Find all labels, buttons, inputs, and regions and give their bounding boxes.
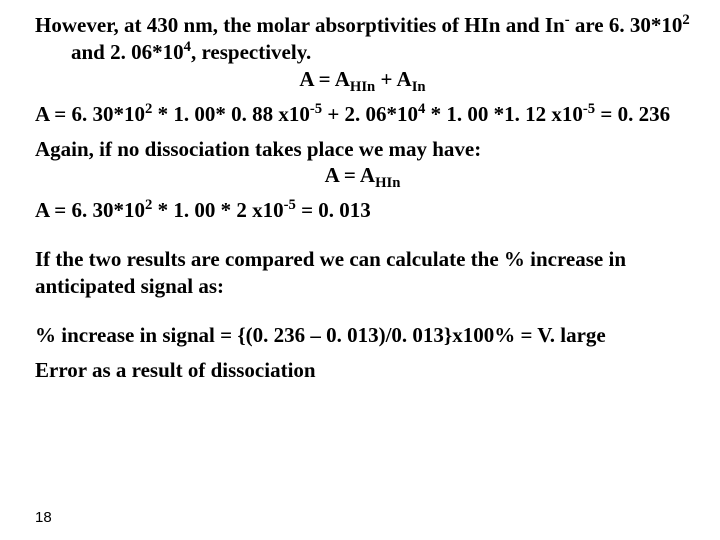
paragraph-4: A = 6. 30*102 * 1. 00 * 2 x10-5 = 0. 013	[35, 197, 690, 224]
p7-text: Error as a result of dissociation	[35, 358, 316, 382]
p6-text: % increase in signal = {(0. 236 – 0. 013…	[35, 323, 606, 347]
p2-text-e: = 0. 236	[595, 102, 670, 126]
paragraph-7: Error as a result of dissociation	[35, 357, 690, 384]
equation-2: A = AHIn	[35, 162, 690, 189]
p1-text-d: , respectively.	[191, 40, 311, 64]
eq1-sub-in: In	[412, 79, 426, 95]
p4-text-b: * 1. 00 * 2 x10	[152, 198, 283, 222]
p5-text: If the two results are compared we can c…	[35, 247, 626, 298]
equation-1: A = AHIn + AIn	[71, 66, 690, 93]
p2-exp-m5a: -5	[310, 101, 322, 117]
p2-text-a: A = 6. 30*10	[35, 102, 145, 126]
p4-exp-m5: -5	[284, 197, 296, 213]
p1-text-b: are 6. 30*10	[575, 13, 683, 37]
eq1-mid: + A	[375, 67, 411, 91]
spacer-1	[35, 232, 690, 246]
slide-content: However, at 430 nm, the molar absorptivi…	[0, 0, 720, 384]
eq2-pre: A = A	[325, 163, 375, 187]
paragraph-6: % increase in signal = {(0. 236 – 0. 013…	[35, 322, 690, 349]
p1-exp-4: 4	[184, 39, 191, 55]
p3-text: Again, if no dissociation takes place we…	[35, 137, 481, 161]
eq1-pre: A = A	[299, 67, 349, 91]
p4-text-a: A = 6. 30*10	[35, 198, 145, 222]
paragraph-1: However, at 430 nm, the molar absorptivi…	[35, 12, 690, 93]
p1-text-a: However, at 430 nm, the molar absorptivi…	[35, 13, 565, 37]
paragraph-5: If the two results are compared we can c…	[35, 246, 690, 300]
p2-text-b: * 1. 00* 0. 88 x10	[152, 102, 310, 126]
p2-text-d: * 1. 00 *1. 12 x10	[425, 102, 583, 126]
p2-text-c: + 2. 06*10	[322, 102, 418, 126]
page-number: 18	[35, 509, 52, 526]
p1-superscript-minus: -	[565, 12, 570, 28]
p1-text-c: and 2. 06*10	[71, 40, 184, 64]
p1-exp-2: 2	[682, 12, 689, 28]
paragraph-3: Again, if no dissociation takes place we…	[35, 136, 690, 190]
eq1-sub-hin: HIn	[350, 79, 375, 95]
paragraph-2: A = 6. 30*102 * 1. 00* 0. 88 x10-5 + 2. …	[35, 101, 690, 128]
p2-exp-m5b: -5	[583, 101, 595, 117]
p4-text-c: = 0. 013	[296, 198, 371, 222]
spacer-2	[35, 308, 690, 322]
eq2-sub-hin: HIn	[375, 176, 400, 192]
